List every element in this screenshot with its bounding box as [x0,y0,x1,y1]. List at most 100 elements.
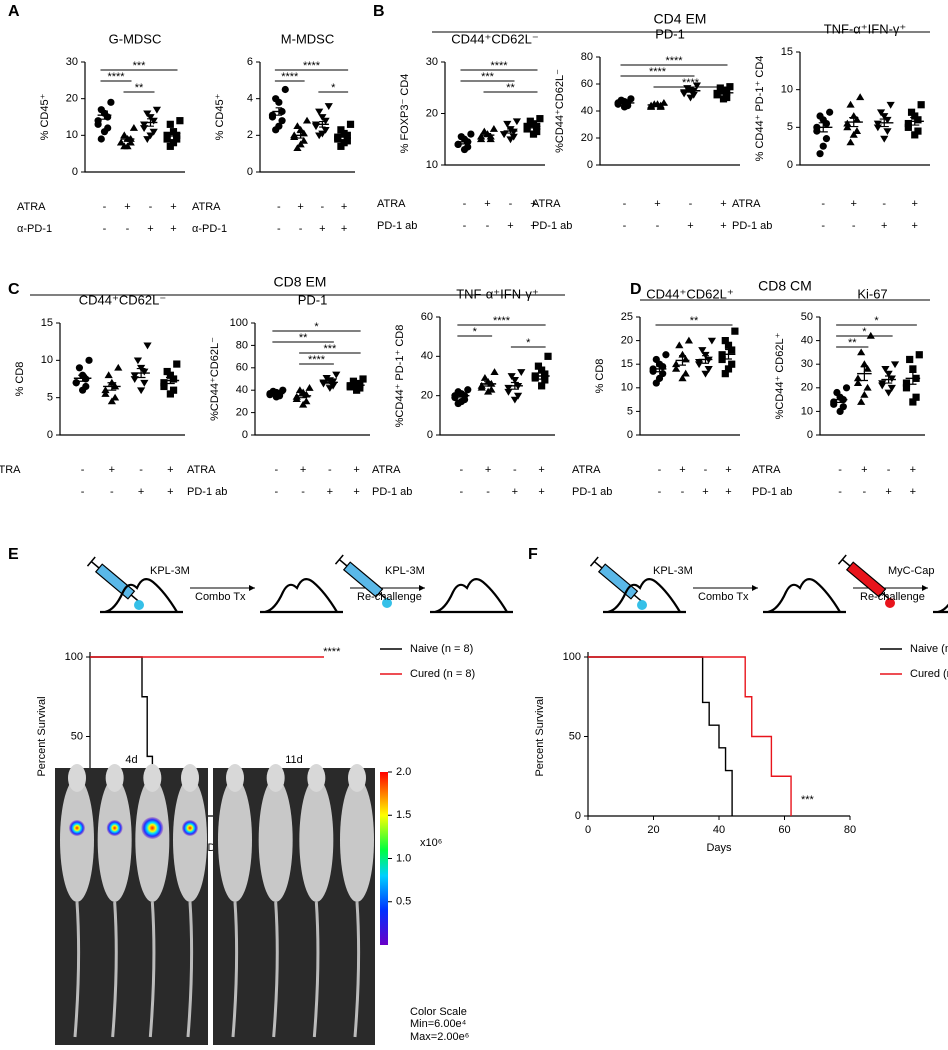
data-point [681,369,690,377]
data-point [724,341,733,349]
data-point [529,130,538,138]
data-point [72,379,80,387]
row-sign: - [658,464,662,476]
data-point [852,115,862,123]
data-point [173,131,181,139]
error-bar [299,393,308,399]
row-sign: - [463,198,467,210]
data-point [296,140,305,148]
row-sign: + [881,220,887,232]
row-sign: + [720,220,726,232]
data-point [912,393,920,401]
arrowhead [752,585,758,591]
data-point [652,379,660,387]
chart-title: CD44⁺CD62L⁻ [451,31,538,46]
scale-max: Max=2.00e⁶ [410,1031,469,1043]
axis [799,52,930,166]
arrowhead [922,585,928,591]
significance-label: **** [107,71,125,83]
chart-title: G-MDSC [109,31,162,46]
significance-label: * [874,315,879,327]
data-point [701,370,710,378]
data-point [728,360,736,368]
scale-tick-label: 1.0 [396,852,411,864]
row-label: α-PD-1 [17,223,52,235]
data-point [843,123,852,131]
data-point [169,386,178,394]
survival-line [588,656,733,816]
y-tick-label: 80 [581,51,593,63]
significance-label: * [862,326,867,338]
error-bar [272,392,281,395]
row-sign: + [654,198,660,210]
error-bar [325,380,334,385]
data-point [120,142,129,150]
significance-label: *** [481,71,495,83]
mouse-tail [353,901,361,1038]
data-point [503,120,512,128]
row-sign: - [277,223,281,235]
row-sign: + [507,220,513,232]
significance-label: * [314,321,319,333]
row-label: ATRA [192,201,221,213]
data-point [359,375,367,383]
schematic-label: Re-challenge [357,591,422,603]
error-bar [537,372,546,380]
data-point [166,371,174,379]
data-point [819,142,827,150]
data-point [299,400,308,408]
mouse-head [143,764,162,792]
significance-label: *** [323,343,337,355]
tumor [382,598,392,608]
row-sign: - [275,486,279,498]
data-point [538,382,546,390]
chart-title: M-MDSC [281,31,334,46]
row-sign: - [486,486,490,498]
scale-tick-label: 0.5 [396,896,411,908]
data-point [324,103,333,110]
data-point [281,85,289,94]
row-label: ATRA [377,198,406,210]
data-point [454,140,462,148]
data-point [704,366,713,373]
error-bar [652,103,663,107]
mouse-outline [933,603,948,614]
data-point [467,130,475,138]
data-point [149,117,158,125]
schematic-label: KPL-3M [385,565,425,577]
row-label: PD-1 ab [372,486,412,498]
data-point [914,127,922,135]
data-point [290,133,299,141]
scale-tick-label: 2.0 [396,766,411,778]
axis [444,62,545,166]
axis [599,57,740,166]
row-sign: + [167,486,173,498]
error-bar [484,132,491,138]
data-point [321,126,330,134]
significance-label: * [331,82,336,94]
chart-title: CD44⁺CD62L⁺ [646,286,733,301]
row-sign: + [687,220,693,232]
significance-label: **** [665,55,683,67]
row-sign: - [704,464,708,476]
group-header: CD8 EM [274,274,327,290]
data-point [504,388,513,396]
row-sign: + [512,486,518,498]
error-bar [507,128,514,134]
row-sign: + [679,464,685,476]
significance-label: ** [299,332,308,344]
data-point [724,365,733,373]
data-point [305,384,314,391]
data-point [346,120,355,128]
row-sign: - [681,486,685,498]
data-point [846,100,855,108]
y-tick-label: 30 [66,56,78,68]
y-tick-label: 10 [66,129,78,141]
row-sign: - [299,223,303,235]
mouse-head [348,764,366,792]
y-tick-label: 15 [41,317,53,329]
data-point [863,383,872,391]
row-sign: - [81,464,85,476]
y-tick-label: 50 [801,311,813,323]
row-sign: - [838,486,842,498]
